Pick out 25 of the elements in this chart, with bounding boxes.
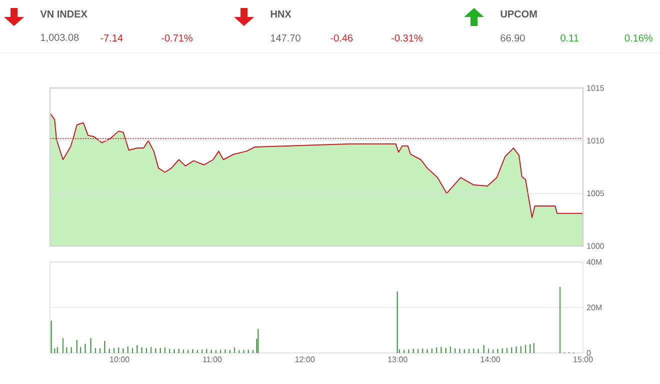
text: 1,003.08 [40, 34, 79, 42]
x-tick-label: 14:00 [480, 356, 500, 362]
y-tick-label: 0 [586, 350, 591, 356]
text: -0.71% [162, 34, 192, 42]
text: -0.31% [392, 34, 422, 42]
x-tick-label: 15:00 [574, 356, 593, 362]
data-label: 0.11 [560, 34, 578, 42]
y-tick-label: 1010 [587, 138, 604, 144]
data-label: -0.46 [330, 34, 353, 42]
x-tick-label: 11:00 [203, 356, 222, 362]
text: 0.16% [624, 34, 652, 42]
category-label: UPCOM [500, 10, 537, 18]
text: 66.90 [500, 34, 525, 42]
x-tick-label: 12:00 [296, 356, 315, 362]
data-label: -7.14 [100, 34, 123, 42]
category-label: HNX [270, 10, 292, 18]
y-tick-label: 1000 [587, 243, 604, 249]
x-tick-label: 13:00 [388, 356, 408, 362]
y-tick-label: 40M [586, 259, 602, 265]
category-label: VN INDEX [40, 10, 88, 18]
x-tick-label: 10:00 [110, 356, 130, 362]
y-tick-label: 1015 [587, 85, 604, 91]
y-tick-label: 20M [586, 304, 602, 310]
text: 147.70 [270, 34, 300, 42]
y-tick-label: 1005 [587, 190, 604, 196]
